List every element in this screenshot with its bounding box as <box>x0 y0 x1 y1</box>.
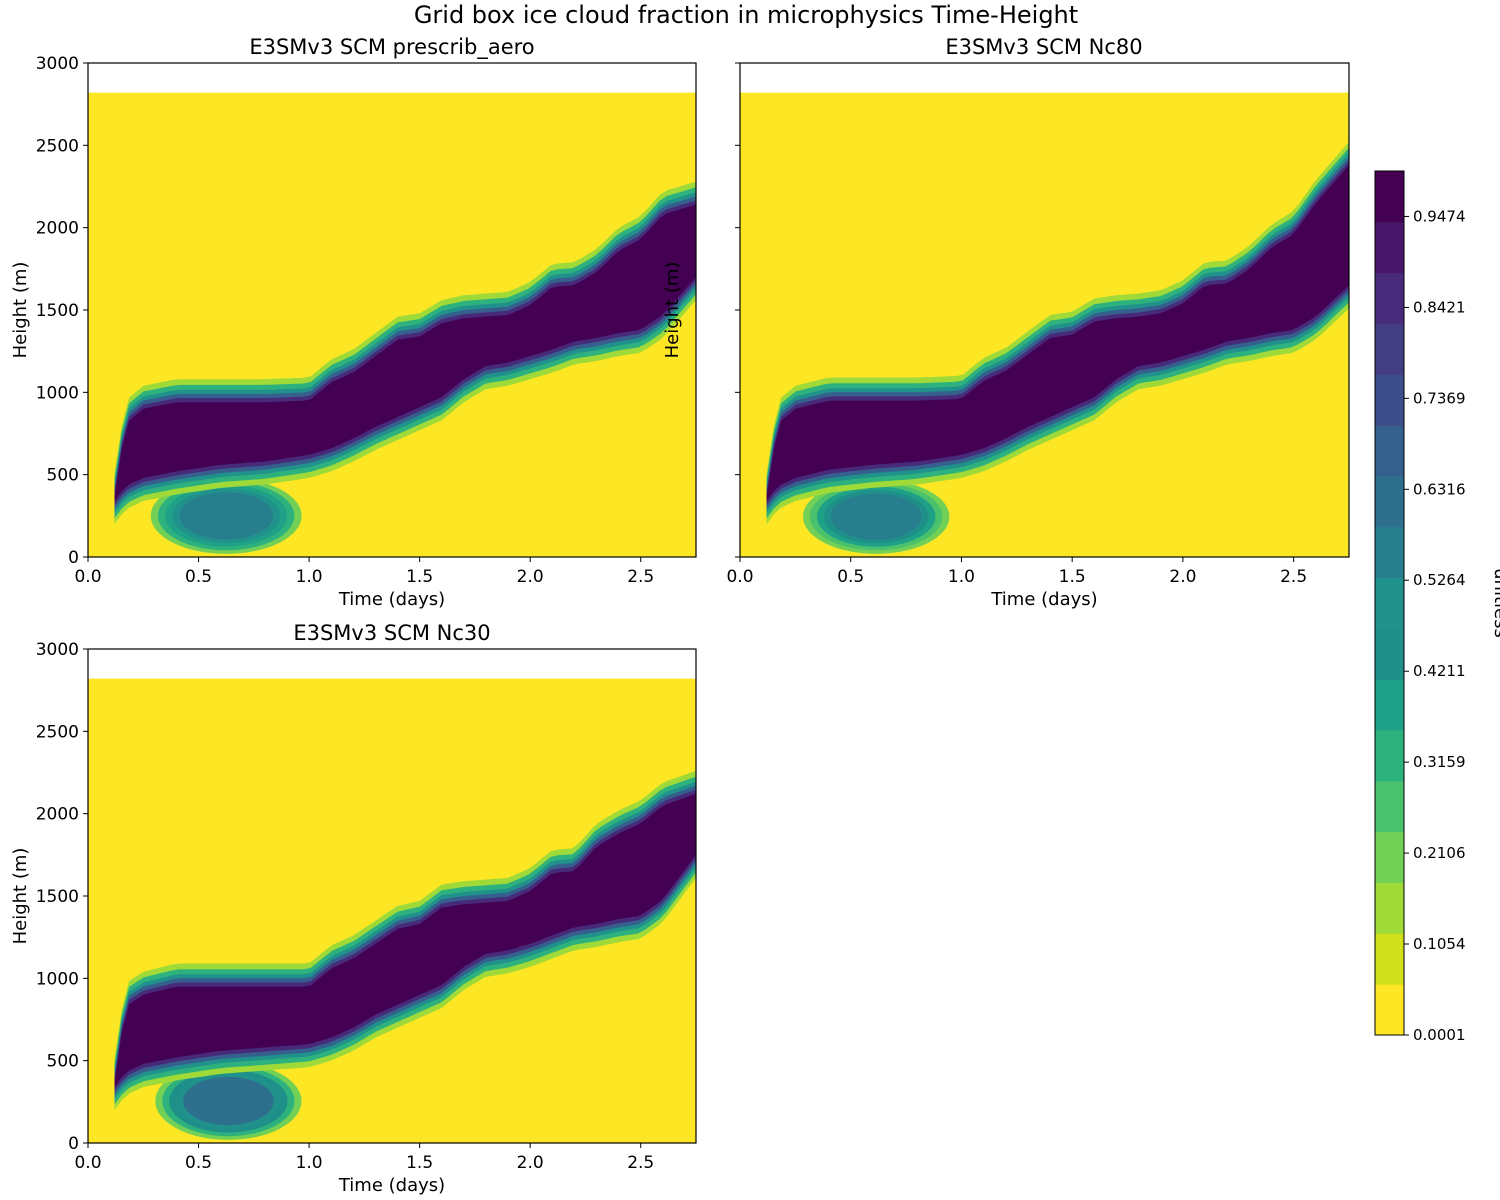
colorbar-segment <box>1375 780 1404 833</box>
y-tick-label: 500 <box>47 466 79 486</box>
y-tick-label: 3000 <box>36 54 79 74</box>
lower-cloud-contour <box>179 492 273 540</box>
y-tick-label: 2000 <box>36 219 79 239</box>
colorbar-segment <box>1375 526 1404 579</box>
colorbar-segment <box>1375 984 1404 1036</box>
panel-nc80: E3SMv3 SCM Nc80 0.0 0.5 1.0 1.5 2.0 2.5 Time (… <box>662 35 1350 610</box>
panel-nc30: E3SMv3 SCM Nc30 0.0 0.5 1.0 1.5 2.0 2.5 0 500 10… <box>10 621 697 1196</box>
x-tick-label: 1.0 <box>296 567 323 587</box>
colorbar-tick-label: 0.7369 <box>1413 389 1466 407</box>
colorbar-segment <box>1375 475 1404 528</box>
x-tick-label: 1.5 <box>406 567 433 587</box>
x-axis-label: Time (days) <box>990 589 1097 610</box>
colorbar-segment <box>1375 628 1404 680</box>
x-tick-label: 2.5 <box>1280 567 1307 587</box>
cloud-band-contour <box>114 793 696 1087</box>
panel-prescrib-aero: E3SMv3 SCM prescrib_aero 0.0 0.5 1.0 1.5 2.0… <box>10 35 697 610</box>
y-tick-label: 2000 <box>36 805 79 825</box>
colorbar-segment <box>1375 171 1404 223</box>
y-tick-label: 1000 <box>36 383 79 403</box>
colorbar-tick-label: 0.2106 <box>1413 844 1466 862</box>
colorbar-tick-label: 0.9474 <box>1413 207 1466 225</box>
colorbar-segment <box>1375 730 1404 782</box>
colorbar-segment <box>1375 323 1404 375</box>
panel-title: E3SMv3 SCM Nc80 <box>945 35 1142 59</box>
lower-cloud-contour <box>830 493 922 540</box>
x-tick-label: 2.0 <box>1169 567 1196 587</box>
colorbar-segment <box>1375 577 1404 629</box>
colorbar-tick-label: 0.1054 <box>1413 935 1466 953</box>
colorbar-tick-label: 0.8421 <box>1413 298 1466 316</box>
x-tick-label: 0.0 <box>726 567 753 587</box>
colorbar-tick-label: 0.4211 <box>1413 662 1466 680</box>
cloud-band-contour <box>766 165 1349 501</box>
x-tick-label: 0.0 <box>74 567 101 587</box>
colorbar: unitless 0.0001 0.1054 0.2106 0.3159 0.4211 0… <box>1374 170 1500 1044</box>
x-tick-label: 1.5 <box>1059 567 1086 587</box>
y-tick-label: 500 <box>47 1052 79 1072</box>
colorbar-segment <box>1375 374 1404 426</box>
colorbar-frame <box>1374 170 1405 1036</box>
x-tick-label: 1.0 <box>948 567 975 587</box>
colorbar-segment <box>1375 425 1404 477</box>
y-axis-label: Height (m) <box>10 262 31 359</box>
x-tick-label: 2.0 <box>517 1153 544 1173</box>
y-axis-label: Height (m) <box>10 848 31 945</box>
x-tick-label: 0.5 <box>185 1153 212 1173</box>
y-tick-label: 1500 <box>36 301 79 321</box>
colorbar-tick-label: 0.0001 <box>1413 1026 1466 1044</box>
x-tick-label: 0.5 <box>837 567 864 587</box>
x-axis-label: Time (days) <box>338 589 445 610</box>
colorbar-tick-label: 0.6316 <box>1413 480 1466 498</box>
colorbar-segment <box>1375 679 1404 731</box>
y-tick-label: 0 <box>68 548 79 568</box>
x-tick-label: 0.0 <box>74 1153 101 1173</box>
colorbar-segment <box>1375 882 1404 934</box>
y-tick-label: 1000 <box>36 969 79 989</box>
colorbar-tick-label: 0.5264 <box>1413 571 1466 589</box>
colorbar-segment <box>1375 272 1404 324</box>
colorbar-segment <box>1375 933 1404 985</box>
x-tick-label: 2.0 <box>517 567 544 587</box>
colorbar-tick-label: 0.3159 <box>1413 753 1466 771</box>
y-tick-label: 1500 <box>36 887 79 907</box>
x-tick-label: 1.5 <box>406 1153 433 1173</box>
panel-title: E3SMv3 SCM prescrib_aero <box>249 35 534 60</box>
y-tick-label: 2500 <box>36 722 79 742</box>
x-tick-label: 0.5 <box>185 567 212 587</box>
panel-title: E3SMv3 SCM Nc30 <box>293 621 490 645</box>
x-tick-label: 2.5 <box>627 567 654 587</box>
y-tick-label: 0 <box>68 1134 79 1154</box>
cloud-band-contour <box>114 204 696 501</box>
colorbar-segment <box>1375 221 1404 274</box>
x-tick-label: 1.0 <box>296 1153 323 1173</box>
lower-cloud-contour <box>183 1076 274 1126</box>
y-axis-label: Height (m) <box>662 262 683 359</box>
figure-title: Grid box ice cloud fraction in microphys… <box>414 1 1078 29</box>
x-axis-label: Time (days) <box>338 1175 445 1196</box>
y-tick-label: 2500 <box>36 136 79 156</box>
colorbar-label: unitless <box>1490 568 1500 638</box>
colorbar-segment <box>1375 831 1404 884</box>
y-tick-label: 3000 <box>36 640 79 660</box>
x-tick-label: 2.5 <box>627 1153 654 1173</box>
